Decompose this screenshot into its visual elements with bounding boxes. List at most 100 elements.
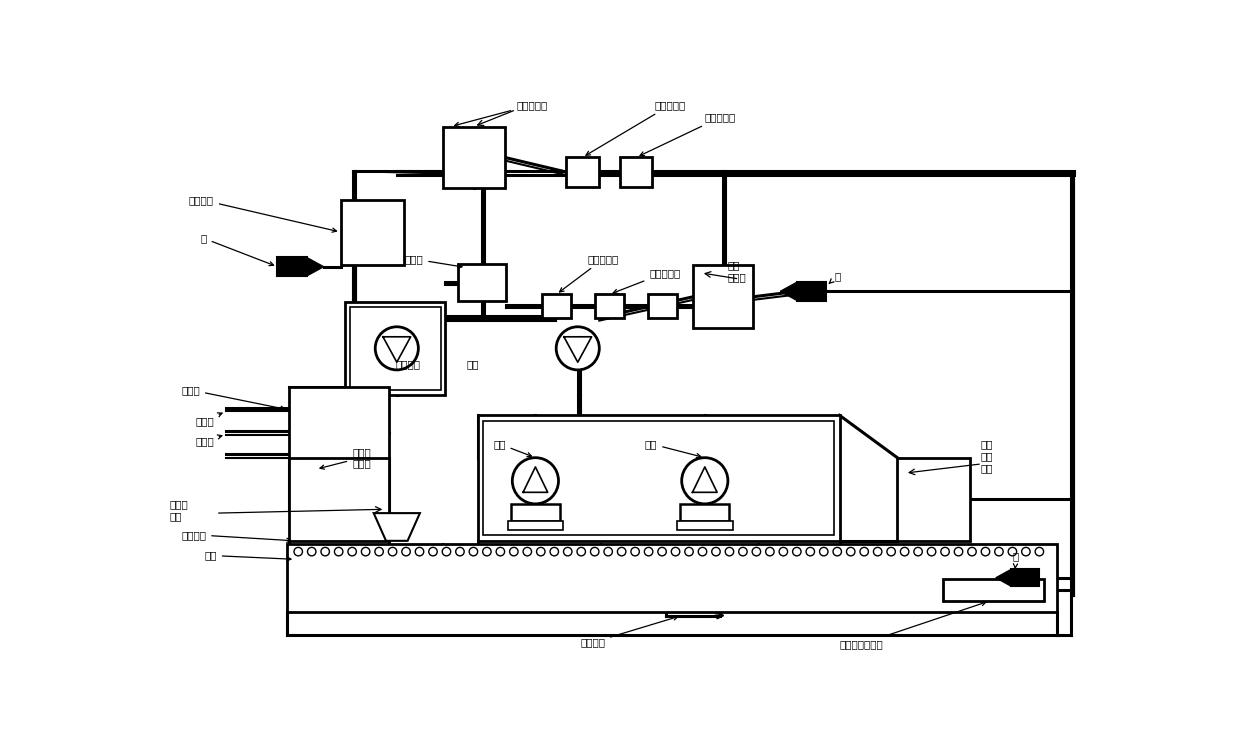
Polygon shape [564,337,591,362]
Circle shape [1008,548,1017,556]
Text: 风机: 风机 [494,439,532,457]
Text: 降温
段风
冷口: 降温 段风 冷口 [981,440,993,473]
Circle shape [294,548,303,556]
Bar [647,294,677,318]
Bar [443,126,505,188]
Text: 降温段水冷夹套: 降温段水冷夹套 [839,602,986,649]
Circle shape [1035,548,1044,556]
Circle shape [682,458,728,504]
Circle shape [618,548,626,556]
Circle shape [847,548,854,556]
Circle shape [577,548,585,556]
Bar [797,282,826,301]
Circle shape [482,548,491,556]
Bar [898,458,971,541]
Circle shape [645,548,652,556]
Circle shape [861,548,868,556]
Circle shape [914,548,923,556]
Bar [289,387,389,510]
Circle shape [469,548,477,556]
Circle shape [779,548,787,556]
Polygon shape [373,513,420,541]
Circle shape [551,548,558,556]
Bar [477,415,839,541]
Circle shape [955,548,962,556]
Circle shape [658,548,666,556]
Circle shape [415,548,424,556]
Circle shape [523,548,532,556]
Text: 排气管: 排气管 [195,413,222,426]
Text: 纯水进口: 纯水进口 [580,616,678,647]
Bar [278,258,306,276]
Circle shape [900,548,909,556]
Polygon shape [306,258,324,276]
Circle shape [429,548,438,556]
Circle shape [725,548,734,556]
Circle shape [557,327,599,370]
Circle shape [873,548,882,556]
Circle shape [887,548,895,556]
Circle shape [374,548,383,556]
Circle shape [684,548,693,556]
Bar [507,521,563,530]
Circle shape [820,548,828,556]
Text: 排水管: 排水管 [195,435,222,446]
Text: 储气罐: 储气罐 [404,254,463,268]
Polygon shape [692,467,717,493]
Text: 压滤机: 压滤机 [181,385,285,410]
Polygon shape [780,282,797,301]
Circle shape [512,458,558,504]
Circle shape [348,548,356,556]
Circle shape [496,548,505,556]
Circle shape [376,327,418,370]
Text: 窑炉: 窑炉 [205,550,291,561]
Circle shape [792,548,801,556]
Circle shape [806,548,815,556]
Circle shape [361,548,370,556]
Circle shape [698,548,707,556]
Text: 风机: 风机 [466,359,479,368]
Text: 升温段
排风口: 升温段 排风口 [320,447,371,469]
Text: 泵: 泵 [1013,551,1019,568]
Bar [345,302,445,395]
Text: 空气过滤器: 空气过滤器 [614,268,681,294]
Circle shape [928,548,936,556]
Bar [350,307,440,390]
Circle shape [321,548,330,556]
Bar [1012,570,1039,586]
Text: 管道除磁器: 管道除磁器 [559,254,619,292]
Bar [693,265,754,328]
Circle shape [590,548,599,556]
Text: 汽水
分离器: 汽水 分离器 [728,261,746,282]
Circle shape [443,548,450,556]
Bar [289,458,389,541]
Bar [459,264,506,301]
Bar [681,504,729,521]
Circle shape [1022,548,1030,556]
Bar [542,294,570,318]
Text: 装体处
理坯: 装体处 理坯 [170,499,188,521]
Circle shape [308,548,316,556]
Polygon shape [523,467,548,493]
Bar [288,544,1058,611]
Circle shape [981,548,990,556]
Circle shape [402,548,410,556]
Circle shape [753,548,760,556]
Bar [567,157,599,186]
Text: 热水中转罐: 热水中转罐 [455,100,547,126]
Text: 风机: 风机 [645,439,701,457]
Circle shape [765,548,774,556]
Text: 传动装置: 传动装置 [181,530,291,542]
Circle shape [388,548,397,556]
Text: 洗涤水箱: 洗涤水箱 [188,195,336,232]
Circle shape [631,548,640,556]
Circle shape [967,548,976,556]
Bar [484,421,835,535]
Bar [620,157,652,186]
Circle shape [833,548,842,556]
Polygon shape [996,570,1012,586]
Circle shape [941,548,950,556]
Polygon shape [383,337,410,362]
Circle shape [739,548,748,556]
Text: 泵: 泵 [830,271,841,283]
